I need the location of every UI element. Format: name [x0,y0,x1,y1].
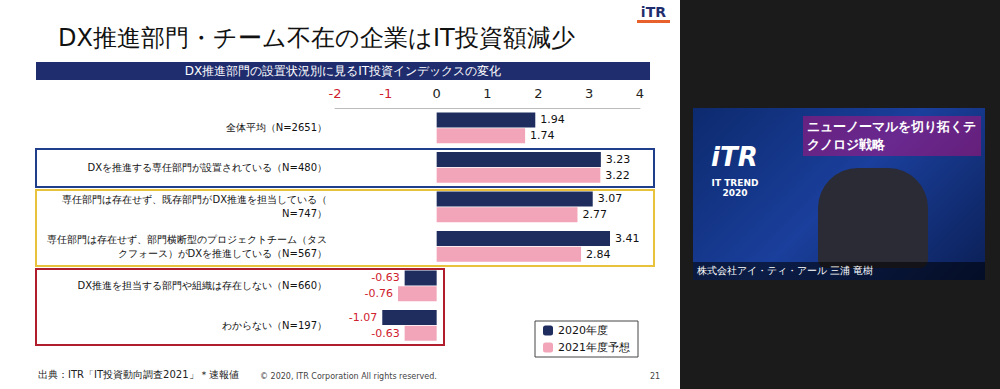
svg-text:N=747）: N=747） [282,208,327,219]
html-text:DX推進部門の設置状況別に見るIT投資インデックスの変化: DX推進部門の設置状況別に見るIT投資インデックスの変化 [184,64,502,78]
svg-text:わからない（N=197）: わからない（N=197） [222,320,327,331]
html-text:出典：ITR「IT投資動向調査2021」＊速報値: 出典：ITR「IT投資動向調査2021」＊速報値 [38,369,239,380]
svg-text:DX推進を担当する部門や組織は存在しない（N=660）: DX推進を担当する部門や組織は存在しない（N=660） [78,280,328,291]
svg-text:-0.63: -0.63 [371,327,399,340]
svg-text:-1.07: -1.07 [349,311,377,324]
svg-text:3.07: 3.07 [598,192,623,205]
html-text:DX推進部門・チーム不在の企業はIT投資額減少: DX推進部門・チーム不在の企業はIT投資額減少 [58,24,575,52]
svg-text:クフォース）がDXを推進している（N=567）: クフォース）がDXを推進している（N=567） [118,248,328,259]
svg-text:2021年度予想: 2021年度予想 [558,341,630,354]
svg-text:全体平均（N=2651）: 全体平均（N=2651） [226,122,327,133]
svg-text:0: 0 [433,86,441,101]
svg-text:2.77: 2.77 [582,208,607,221]
svg-text:2: 2 [534,86,542,101]
svg-text:-0.63: -0.63 [371,271,399,284]
html-text:IT TREND 2020: IT TREND 2020 [711,178,759,198]
html-text:21: 21 [650,372,661,381]
svg-text:1.74: 1.74 [530,129,555,142]
svg-text:4: 4 [636,86,644,101]
svg-text:専任部門は存在せず、部門横断型のプロジェクトチーム（タス: 専任部門は存在せず、部門横断型のプロジェクトチーム（タス [47,234,327,246]
svg-text:3.22: 3.22 [605,169,630,182]
svg-text:1: 1 [483,86,491,101]
html-text:iTR: iTR [640,4,666,20]
svg-text:2.84: 2.84 [586,248,611,261]
html-text:iTR: iTR [711,142,758,172]
html-text:ニューノーマルを切り拓くテクノロジ戦略: ニューノーマルを切り拓くテクノロジ戦略 [807,119,976,152]
svg-text:専任部門は存在せず、既存部門がDX推進を担当している（: 専任部門は存在せず、既存部門がDX推進を担当している（ [62,194,327,206]
html-text:© 2020, ITR Corporation All ri: © 2020, ITR Corporation All rights reser… [260,372,437,381]
svg-text:-2: -2 [329,86,342,101]
svg-text:2020年度: 2020年度 [558,324,608,337]
svg-text:-0.76: -0.76 [365,287,393,300]
svg-text:3.23: 3.23 [606,153,631,166]
svg-text:-1: -1 [379,86,392,101]
svg-text:3: 3 [585,86,593,101]
svg-text:DXを推進する専任部門が設置されている（N=480）: DXを推進する専任部門が設置されている（N=480） [88,162,328,173]
html-text:株式会社アイ・ティ・アール 三浦 竜樹: 株式会社アイ・ティ・アール 三浦 竜樹 [697,265,874,276]
svg-text:1.94: 1.94 [540,113,565,126]
svg-text:3.41: 3.41 [615,232,640,245]
